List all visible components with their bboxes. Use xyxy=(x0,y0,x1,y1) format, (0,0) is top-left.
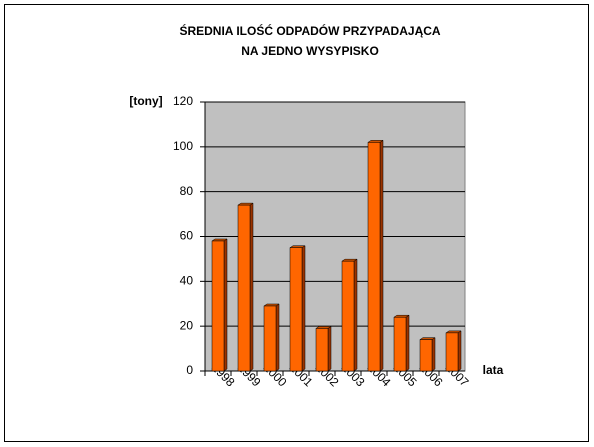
bar-side xyxy=(275,303,280,372)
y-tick-label: 120 xyxy=(173,94,193,108)
bar-side xyxy=(301,245,306,372)
x-axis-label: lata xyxy=(483,363,504,377)
bar-side xyxy=(405,314,410,372)
bar xyxy=(289,247,303,372)
y-tick-label: 0 xyxy=(186,363,193,377)
bar xyxy=(367,142,381,372)
bar xyxy=(445,332,459,372)
bar-top xyxy=(419,337,436,340)
bar-side xyxy=(223,238,228,372)
y-tick-label: 40 xyxy=(180,274,194,288)
bar xyxy=(419,339,433,372)
bar-side xyxy=(379,139,384,372)
chart-title: ŚREDNIA ILOŚĆ ODPADÓW PRZYPADAJĄCA xyxy=(179,23,440,38)
bar-side xyxy=(431,337,436,372)
bar xyxy=(263,305,277,372)
bar xyxy=(341,260,355,372)
bar-top xyxy=(263,303,280,307)
y-axis-label: [tony] xyxy=(129,94,162,108)
bar-top xyxy=(289,245,306,248)
bar xyxy=(211,240,225,372)
bar-top xyxy=(211,238,228,242)
y-tick-label: 20 xyxy=(180,318,194,332)
bar-side xyxy=(457,330,462,372)
bar-top xyxy=(393,314,410,318)
y-tick-label: 100 xyxy=(173,139,193,153)
bar xyxy=(237,204,251,372)
y-tick-label: 80 xyxy=(180,184,194,198)
bar-top xyxy=(237,202,254,206)
bar xyxy=(315,328,329,372)
bar xyxy=(393,316,407,372)
bar-top xyxy=(367,140,384,143)
bar-side xyxy=(327,325,332,372)
bar-side xyxy=(353,258,358,372)
bar-top xyxy=(445,330,462,334)
chart-title: NA JEDNO WYSYPISKO xyxy=(241,44,379,58)
y-tick-label: 60 xyxy=(180,229,194,243)
bar-side xyxy=(249,202,254,372)
bar-top xyxy=(315,326,332,329)
bar-top xyxy=(341,258,358,262)
